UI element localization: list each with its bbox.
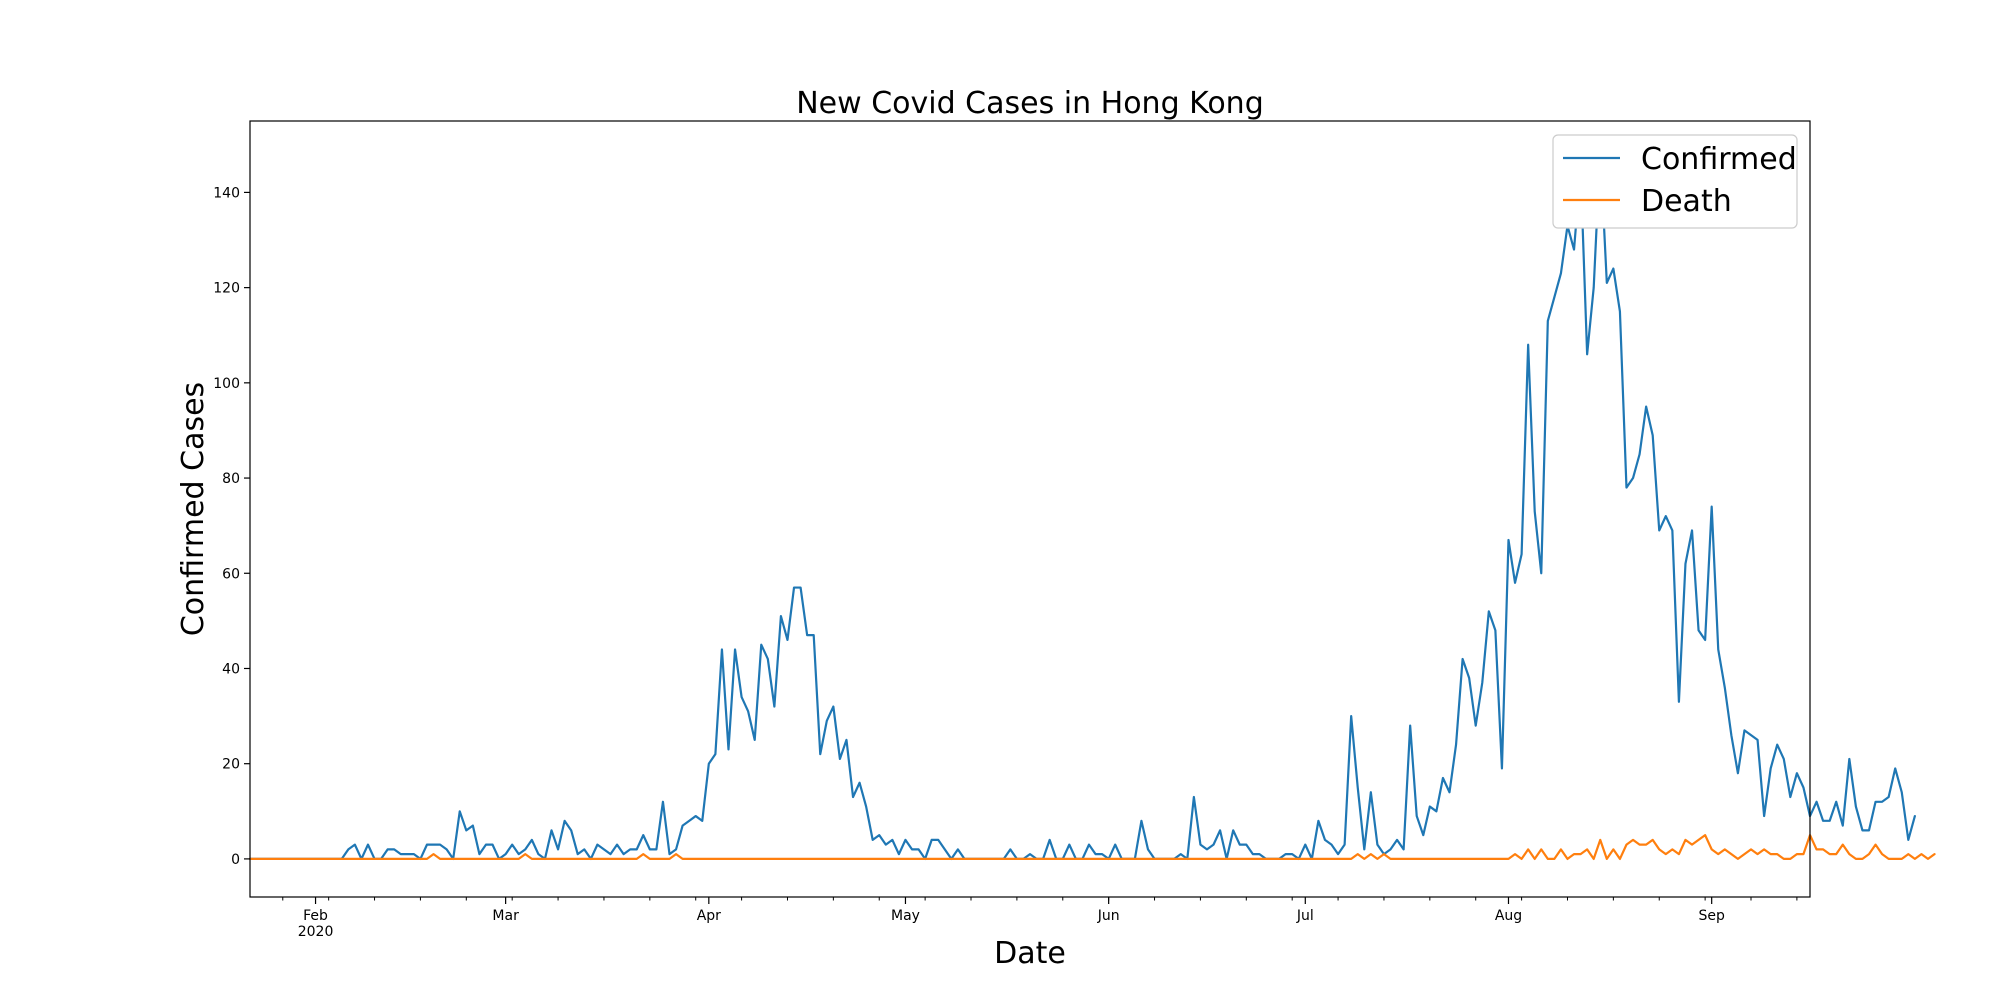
y-axis: 0 20 40 60 80 100 120 140 — [213, 185, 250, 868]
y-tick-label: 0 — [231, 852, 240, 868]
legend: Confirmed Death — [1552, 134, 1798, 229]
plot-frame — [249, 120, 1811, 898]
y-tick-label: 20 — [222, 757, 240, 773]
x-tick-label: Feb — [303, 908, 328, 924]
x-tick-label: Jul — [1296, 908, 1314, 924]
x-tick-label: Mar — [492, 908, 519, 924]
x-tick-label: Sep — [1698, 908, 1725, 924]
series-points-death — [249, 835, 1935, 859]
plot-area — [248, 120, 1936, 898]
x-tick-sublabel: 2020 — [298, 924, 334, 940]
x-axis-label: Date — [994, 936, 1066, 971]
legend-label-death: Death — [1641, 184, 1732, 219]
y-tick-label: 80 — [222, 471, 240, 487]
legend-label-confirmed: Confirmed — [1641, 142, 1797, 177]
series-line-death — [248, 834, 1936, 861]
y-tick-label: 60 — [222, 566, 240, 582]
y-tick-label: 40 — [222, 661, 240, 677]
y-tick-label: 100 — [213, 376, 240, 392]
x-tick-label: May — [891, 908, 920, 924]
y-axis-label: Confirmed Cases — [176, 382, 211, 636]
x-tick-label: Aug — [1495, 908, 1522, 924]
y-tick-label: 120 — [213, 281, 240, 297]
series-layer — [248, 148, 1936, 861]
x-tick-label: Apr — [697, 908, 721, 924]
y-tick-label: 140 — [213, 185, 240, 201]
chart-title: New Covid Cases in Hong Kong — [796, 86, 1264, 121]
x-tick-label: Jun — [1097, 908, 1120, 924]
